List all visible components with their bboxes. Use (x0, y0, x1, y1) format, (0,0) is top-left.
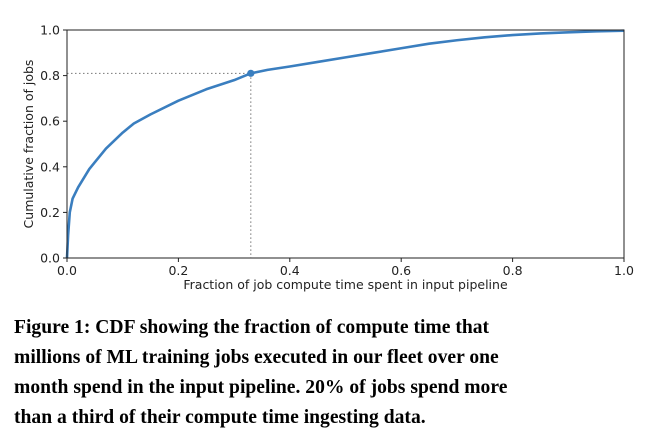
x-tick-label: 0.4 (280, 263, 300, 278)
x-tick-label: 0.8 (503, 263, 523, 278)
x-axis-ticks: 0.0 0.2 0.4 0.6 0.8 1.0 (57, 258, 634, 278)
x-tick-label: 0.0 (57, 263, 77, 278)
figure-caption: Figure 1: CDF showing the fraction of co… (14, 313, 646, 433)
y-tick-label: 0.6 (40, 114, 60, 129)
y-tick-label: 0.2 (40, 205, 60, 220)
chart-container: 0.0 0.2 0.4 0.6 0.8 1.0 0.0 0.2 0.4 0.6 0.8 1.0 Fr… (21, 23, 634, 293)
caption-line-2: millions of ML training jobs executed in… (14, 347, 499, 368)
y-tick-label: 0.4 (40, 159, 60, 174)
x-axis-label: Fraction of job compute time spent in in… (183, 277, 508, 292)
cdf-series-line (65, 29, 625, 259)
y-axis-label: Cumulative fraction of jobs (21, 60, 36, 229)
y-tick-label: 0.8 (40, 68, 60, 83)
y-axis-ticks: 0.0 0.2 0.4 0.6 0.8 1.0 (40, 23, 67, 266)
reference-lines (67, 72, 252, 258)
x-tick-label: 0.2 (168, 263, 188, 278)
x-tick-label: 0.6 (391, 263, 411, 278)
y-tick-label: 0.0 (40, 251, 60, 266)
x-tick-label: 1.0 (614, 263, 634, 278)
caption-line-4: than a third of their compute time inges… (14, 407, 426, 428)
annotation-marker (247, 69, 255, 77)
cdf-chart: 0.0 0.2 0.4 0.6 0.8 1.0 0.0 0.2 0.4 0.6 0.8 1.0 Fr… (21, 23, 634, 293)
plot-frame (66, 29, 625, 259)
caption-line-3: month spend in the input pipeline. 20% o… (14, 377, 508, 398)
y-tick-label: 1.0 (40, 23, 60, 38)
caption-line-1: Figure 1: CDF showing the fraction of co… (14, 317, 490, 338)
